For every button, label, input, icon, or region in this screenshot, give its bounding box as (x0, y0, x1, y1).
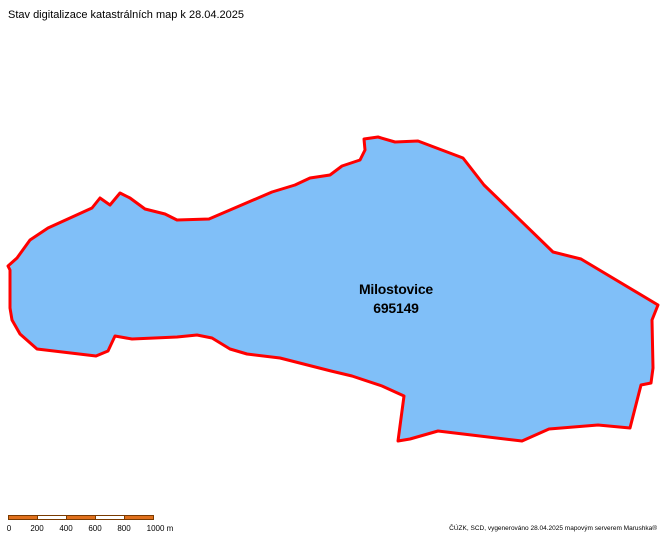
scale-bar (8, 515, 156, 520)
scale-tick-label: 400 (59, 524, 73, 533)
cadastral-area-polygon[interactable] (6, 135, 660, 443)
scale-segment (66, 515, 96, 520)
scale-tick-label: 0 (6, 524, 12, 533)
scale-tick-label: 200 (30, 524, 44, 533)
scale-segment (8, 515, 38, 520)
map-credit: ČÚZK, SCD, vygenerováno 28.04.2025 mapov… (449, 525, 657, 532)
scale-tick-label: 800 (117, 524, 131, 533)
area-code-label: 695149 (373, 300, 419, 316)
map-title: Stav digitalizace katastrálních map k 28… (8, 9, 245, 21)
scale-segment (37, 515, 67, 520)
scale-tick-label: 1000 m (146, 524, 174, 533)
scale-segment (95, 515, 125, 520)
area-name-label: Milostovice (359, 281, 433, 297)
scale-segment (124, 515, 154, 520)
scale-tick-label: 600 (88, 524, 102, 533)
